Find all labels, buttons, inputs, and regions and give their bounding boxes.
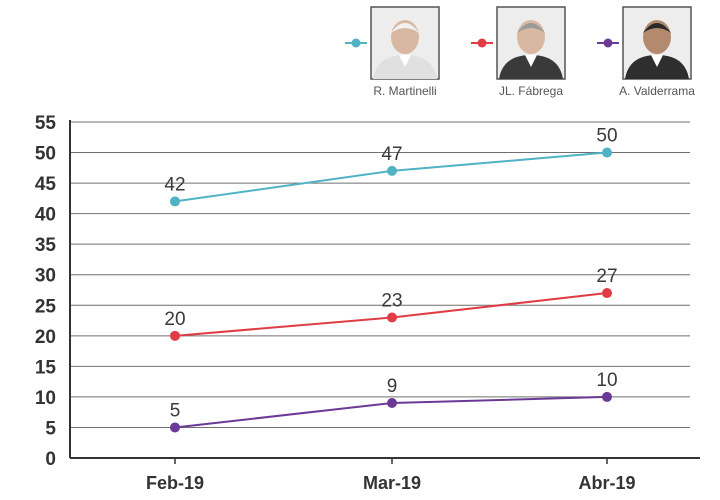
data-point bbox=[602, 147, 612, 158]
data-point bbox=[602, 391, 612, 402]
data-label: 20 bbox=[164, 309, 185, 330]
series-1: 20 23 27 bbox=[164, 266, 618, 341]
legend-swatch-dot bbox=[603, 38, 613, 48]
legend-swatch-dot bbox=[477, 38, 487, 48]
data-label: 23 bbox=[381, 290, 402, 311]
data-point bbox=[170, 330, 180, 341]
x-tick-label: Mar-19 bbox=[363, 473, 421, 493]
y-tick-label: 15 bbox=[35, 357, 57, 378]
legend-item-2: A. Valderrama bbox=[597, 6, 695, 98]
data-label: 10 bbox=[596, 370, 617, 391]
legend-label: R. Martinelli bbox=[373, 84, 436, 98]
data-label: 27 bbox=[596, 266, 617, 287]
y-tick-label: 50 bbox=[35, 144, 56, 165]
gridlines bbox=[70, 121, 690, 428]
data-point bbox=[387, 312, 397, 323]
data-point bbox=[170, 196, 180, 207]
legend-item-0: R. Martinelli bbox=[345, 6, 440, 98]
data-point bbox=[387, 398, 397, 409]
data-label: 9 bbox=[387, 376, 398, 397]
x-tick-labels: Feb-19 Mar-19 Abr-19 bbox=[146, 473, 636, 493]
legend-item-1: JL. Fábrega bbox=[471, 6, 566, 98]
series-0: 42 47 50 bbox=[164, 126, 618, 207]
data-label: 50 bbox=[596, 126, 617, 147]
y-tick-labels: 0 5 10 15 20 25 30 35 40 45 50 55 bbox=[35, 113, 57, 470]
y-tick-label: 35 bbox=[35, 235, 57, 256]
y-tick-label: 0 bbox=[45, 449, 56, 470]
y-tick-label: 20 bbox=[35, 327, 56, 348]
portrait-martinelli-icon bbox=[370, 6, 440, 80]
data-point bbox=[602, 288, 612, 299]
y-tick-label: 40 bbox=[35, 205, 56, 226]
x-tick-label: Feb-19 bbox=[146, 473, 204, 493]
series-2: 5 9 10 bbox=[170, 370, 618, 433]
series: 42 47 50 20 23 27 5 9 10 bbox=[164, 126, 618, 433]
legend-label: A. Valderrama bbox=[619, 84, 695, 98]
y-tick-label: 5 bbox=[45, 418, 56, 439]
y-tick-label: 10 bbox=[35, 388, 56, 409]
x-tick-label: Abr-19 bbox=[578, 473, 635, 493]
legend: R. Martinelli JL. Fábrega A. Valderrama bbox=[345, 6, 695, 98]
y-tick-label: 25 bbox=[35, 296, 57, 317]
data-label: 47 bbox=[381, 144, 402, 165]
y-tick-label: 55 bbox=[35, 113, 57, 134]
data-point bbox=[387, 165, 397, 176]
data-point bbox=[170, 422, 180, 433]
legend-label: JL. Fábrega bbox=[499, 84, 563, 98]
y-tick-label: 30 bbox=[35, 266, 56, 287]
data-label: 5 bbox=[170, 400, 181, 421]
portrait-valderrama-icon bbox=[622, 6, 692, 80]
axes bbox=[69, 120, 700, 464]
portrait-fabrega-icon bbox=[496, 6, 566, 80]
legend-swatch-dot bbox=[351, 38, 361, 48]
y-tick-label: 45 bbox=[35, 174, 57, 195]
data-label: 42 bbox=[164, 174, 185, 195]
